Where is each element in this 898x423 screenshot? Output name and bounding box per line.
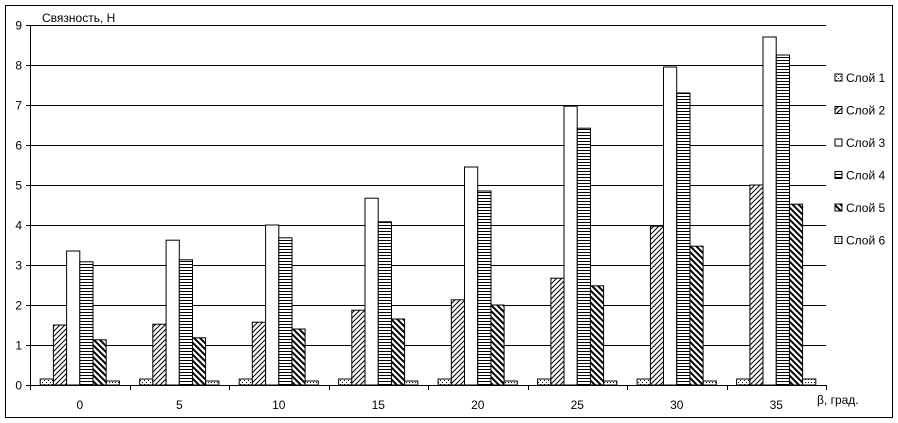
bar [775, 54, 790, 386]
bar [490, 304, 505, 386]
legend-label: Слой 6 [846, 234, 886, 248]
x-axis-ticks: 0 5 10 15 20 25 30 35 [30, 385, 827, 412]
legend-swatch [834, 138, 843, 147]
bar [66, 250, 81, 386]
bar [92, 339, 107, 386]
bar [802, 378, 817, 386]
legend: Слой 1 Слой 2 Слой 3 Слой 4 Слой 5 Слой 6 [834, 71, 886, 248]
legend-swatch [834, 73, 843, 82]
legend-swatch [834, 203, 843, 212]
bar [749, 184, 764, 386]
bars [39, 36, 817, 386]
bar [304, 380, 319, 386]
bar [689, 245, 704, 386]
bar [762, 36, 777, 386]
bar [152, 323, 167, 386]
legend-label: Слой 1 [846, 71, 886, 85]
bar [550, 277, 565, 386]
x-axis-title: β, град. [817, 393, 859, 407]
bar [477, 190, 492, 386]
bar [437, 378, 452, 386]
y-tick-label: 7 [15, 99, 22, 113]
y-tick-label: 6 [15, 139, 22, 153]
bar [39, 378, 54, 386]
bar [265, 224, 280, 386]
legend-label: Слой 4 [846, 169, 886, 183]
bar [79, 261, 94, 386]
y-tick-label: 3 [15, 259, 22, 273]
y-tick-label: 5 [15, 179, 22, 193]
bar [404, 380, 419, 386]
x-tick-label: 15 [372, 398, 386, 412]
x-tick-label: 25 [571, 398, 585, 412]
bar [278, 237, 293, 386]
bar [52, 324, 68, 386]
legend-label: Слой 3 [846, 136, 886, 150]
bar [251, 321, 267, 386]
bar [503, 380, 518, 386]
y-tick-label: 4 [15, 219, 22, 233]
bar [450, 299, 465, 386]
bar [649, 225, 665, 386]
bar [191, 337, 207, 386]
bar [464, 166, 479, 386]
y-tick-label: 2 [15, 299, 22, 313]
bar [238, 378, 253, 386]
y-tick-label: 0 [15, 379, 22, 393]
bar [563, 105, 578, 386]
y-tick-label: 8 [15, 59, 22, 73]
x-tick-label: 0 [76, 398, 83, 412]
bar [105, 380, 120, 386]
bar [338, 378, 353, 386]
bar [364, 197, 379, 386]
legend-label: Слой 5 [846, 201, 886, 215]
x-tick-label: 35 [770, 398, 784, 412]
bar [576, 127, 591, 386]
y-axis-title: Связность, Н [42, 11, 115, 25]
legend-swatch [834, 236, 843, 244]
legend-swatch [834, 106, 843, 114]
x-tick-label: 30 [670, 398, 684, 412]
bar [377, 221, 392, 386]
bar [178, 259, 194, 386]
bar [291, 328, 306, 386]
bar [537, 378, 552, 386]
bar [736, 378, 751, 386]
bar [788, 203, 804, 386]
x-tick-label: 20 [471, 398, 485, 412]
bar [139, 378, 154, 386]
bar [603, 380, 618, 386]
legend-label: Слой 2 [846, 104, 886, 118]
bar [676, 92, 691, 386]
y-tick-label: 1 [15, 339, 22, 353]
x-tick-label: 5 [176, 398, 183, 412]
legend-swatch [834, 171, 843, 179]
y-tick-label: 9 [15, 19, 22, 33]
bar [351, 309, 366, 386]
bar [165, 239, 180, 386]
bar [702, 380, 717, 386]
bar [636, 378, 651, 386]
bar [663, 66, 678, 386]
y-axis-ticks: 0 1 2 3 4 5 6 7 8 9 [15, 19, 30, 393]
bar [390, 318, 406, 386]
bar [205, 380, 220, 386]
x-tick-label: 10 [272, 398, 286, 412]
bar [589, 285, 605, 386]
